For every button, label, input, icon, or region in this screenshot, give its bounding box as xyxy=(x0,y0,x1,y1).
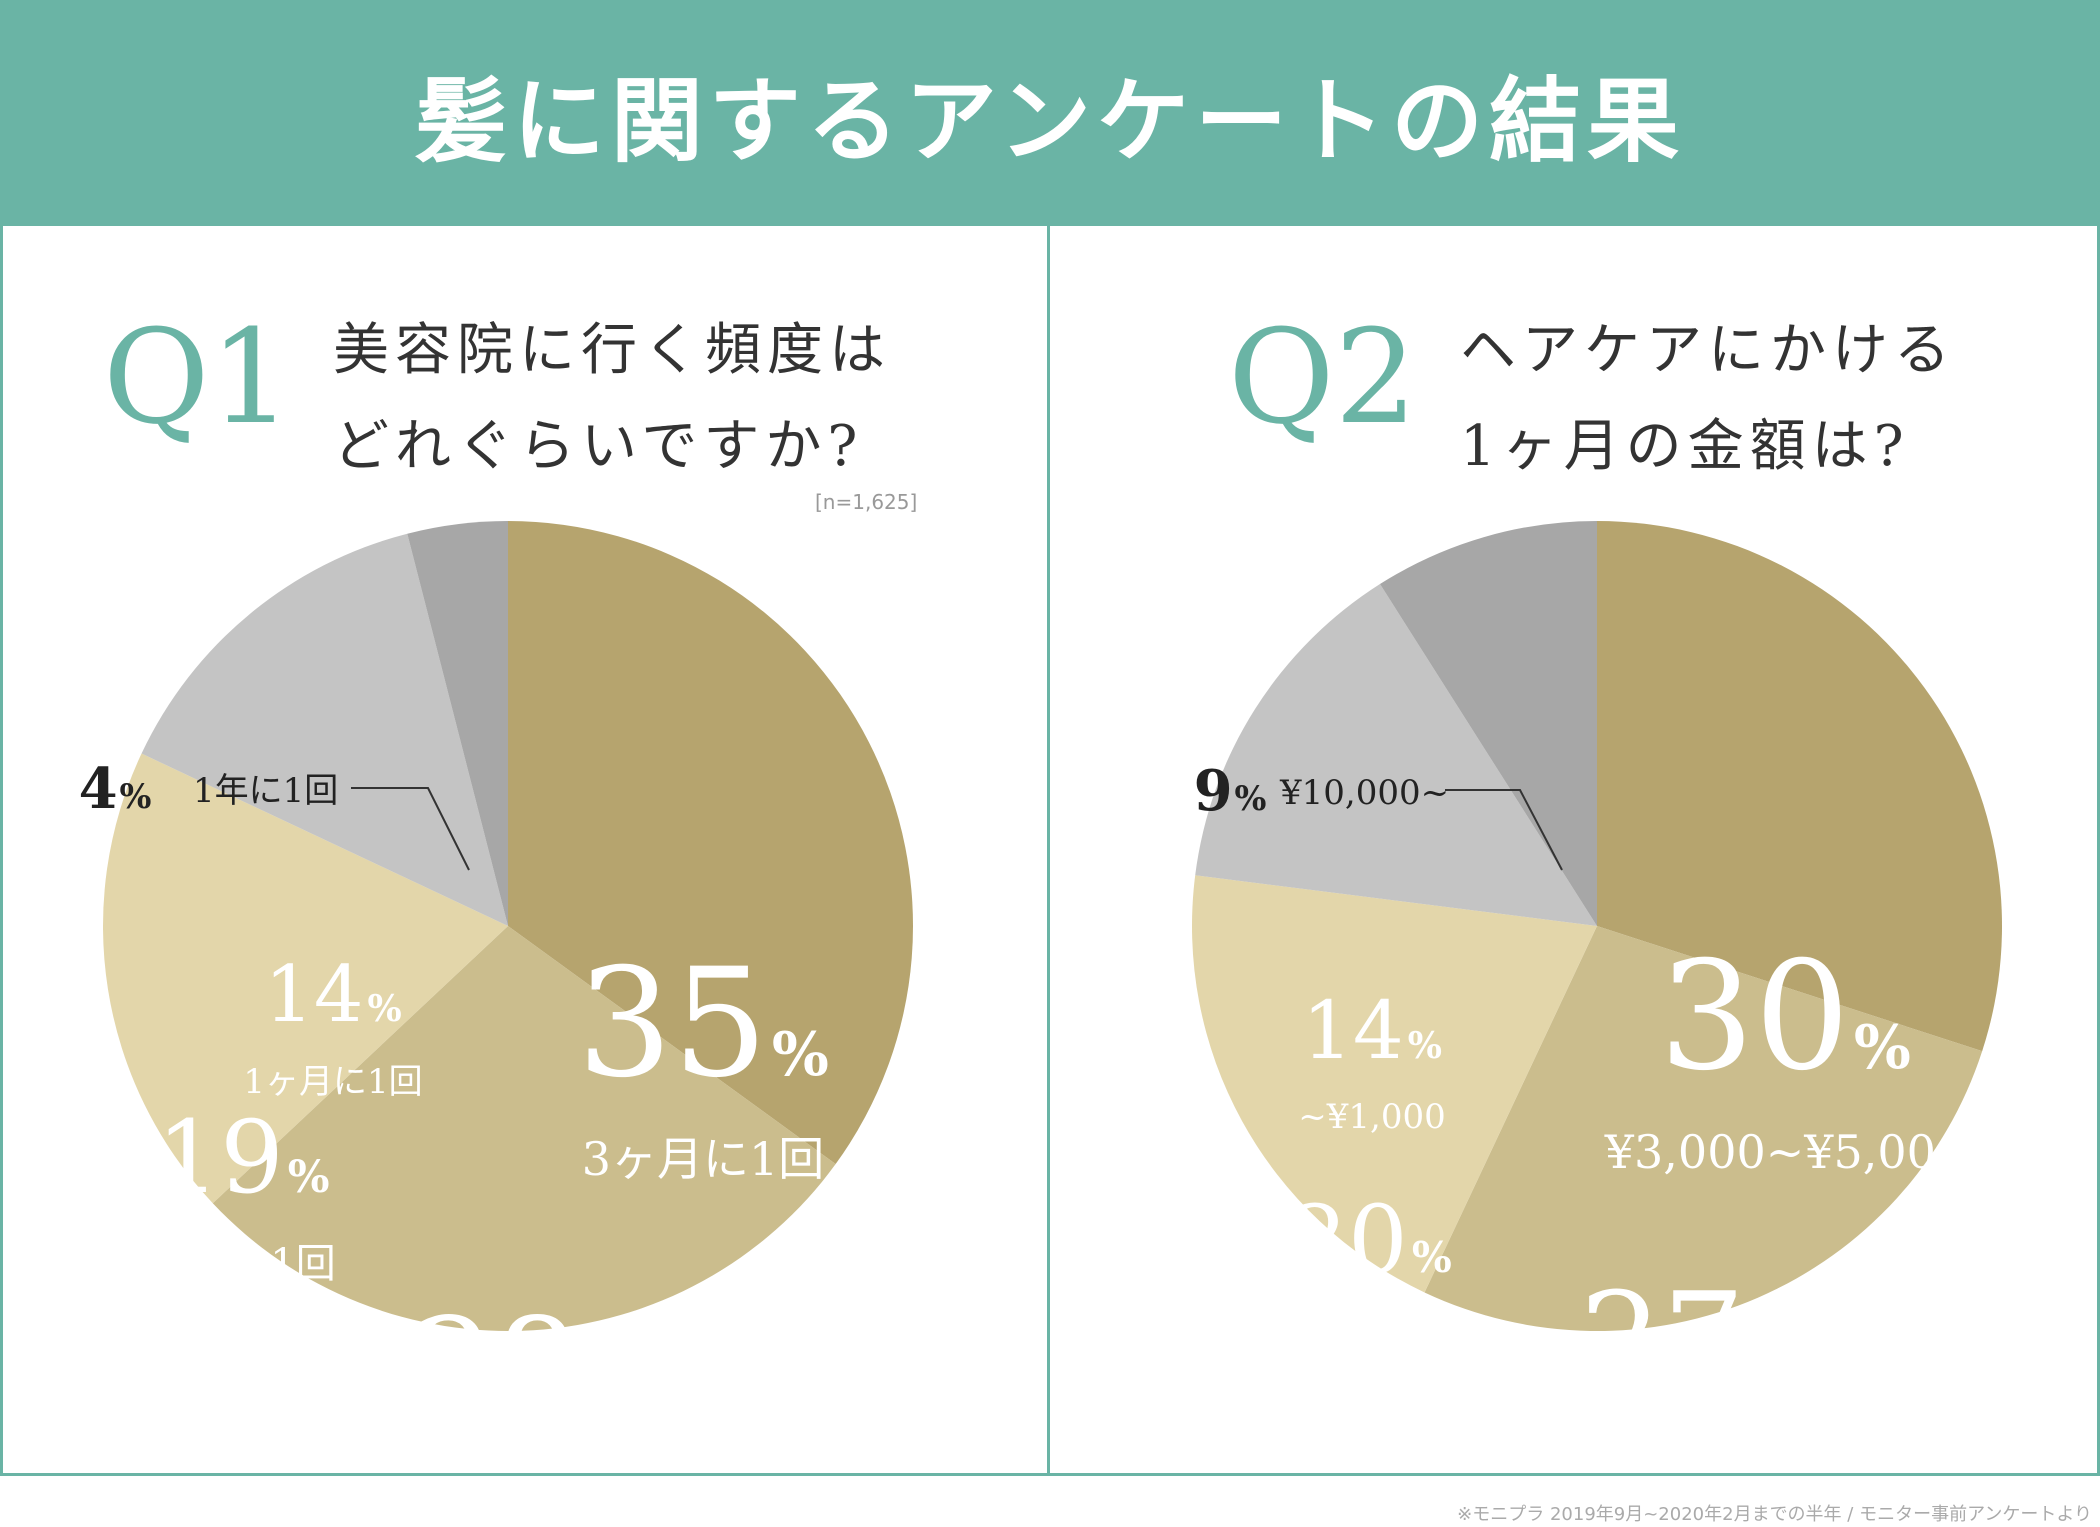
q1-slice-3 xyxy=(102,753,508,1204)
q1-slice-5-percent: 4% xyxy=(79,756,152,822)
q2-slice-4 xyxy=(1195,584,1597,926)
q1-slice-4-percent: 14% xyxy=(264,950,401,1040)
q2-slice-4-percent: 14% xyxy=(1302,984,1442,1077)
q1-slice-1-percent: 35% xyxy=(577,937,829,1111)
q2-panel: Q2 ヘアケアにかける 1ヶ月の金額は? 30% ¥3,000~¥5,000 27%… xyxy=(1047,226,2100,1476)
q2-slice-1 xyxy=(1597,521,2002,1052)
q2-slice-5 xyxy=(1379,521,1597,926)
q2-callout-line xyxy=(1445,789,1563,871)
q2-number: Q2 xyxy=(1228,301,1418,453)
q2-slice-5-percent: 9% xyxy=(1194,758,1267,824)
q1-question: 美容院に行く頻度は どれぐらいですか? xyxy=(333,303,891,495)
q1-slice-5-label: 1年に1回 xyxy=(193,771,338,811)
q2-slice-2-percent: 27% xyxy=(1580,1264,1801,1416)
q2-question-line-1: ヘアケアにかける xyxy=(1460,318,1956,383)
q1-slice-2 xyxy=(212,926,836,1331)
page-title: 髪に関するアンケートの結果 xyxy=(414,66,1686,175)
footnote: ※モニプラ 2019年9月~2020年2月までの半年 / モニター事前アンケート… xyxy=(1457,1504,2092,1525)
sample-size: [n=1,625] xyxy=(815,490,918,514)
q1-slice-2-percent: 28% xyxy=(411,1290,634,1430)
q2-slice-1-label: ¥3,000~¥5,000 xyxy=(1604,1125,1965,1179)
q2-slice-3-percent: 20% xyxy=(1288,1186,1452,1295)
q1-callout-line xyxy=(351,787,470,871)
q2-slice-5-label: ¥10,000~ xyxy=(1279,773,1449,813)
q1-number: Q1 xyxy=(103,301,293,453)
q1-slice-5 xyxy=(407,521,508,926)
q2-slice-3 xyxy=(1192,875,1597,1293)
q1-slice-1 xyxy=(508,521,913,1165)
q1-panel: Q1 美容院に行く頻度は どれぐらいですか? [n=1,625] 35% 3ヶ月に… xyxy=(0,226,1050,1476)
q2-question-line-2: 1ヶ月の金額は? xyxy=(1460,414,1910,479)
q2-slice-2 xyxy=(1424,926,1983,1331)
q2-pie-chart: 30%¥3,000~¥5,00027%¥1,000~¥3,00020%¥5,00… xyxy=(1192,521,2002,1416)
q1-slice-3-percent: 19% xyxy=(156,1099,329,1216)
q1-pie-chart: 35%3ヶ月に1回28%2ヶ月に1回19%半年に1回14%1ヶ月に1回4%1年に… xyxy=(79,521,913,1430)
q2-slice-4-label: ~¥1,000 xyxy=(1298,1097,1445,1137)
q2-question: ヘアケアにかける 1ヶ月の金額は? xyxy=(1460,303,1956,495)
header-bar: 髪に関するアンケートの結果 xyxy=(0,0,2100,226)
q1-slice-4 xyxy=(141,533,508,926)
q1-question-line-1: 美容院に行く頻度は xyxy=(333,318,891,383)
q1-slice-4-label: 1ヶ月に1回 xyxy=(243,1062,422,1102)
q1-slice-3-label: 半年に1回 xyxy=(150,1241,335,1287)
q1-slice-1-label: 3ヶ月に1回 xyxy=(582,1132,825,1186)
q2-slice-3-label: ¥5,000~ xyxy=(1291,1318,1448,1359)
q1-question-line-2: どれぐらいですか? xyxy=(333,414,864,479)
q2-slice-1-percent: 30% xyxy=(1659,930,1911,1104)
